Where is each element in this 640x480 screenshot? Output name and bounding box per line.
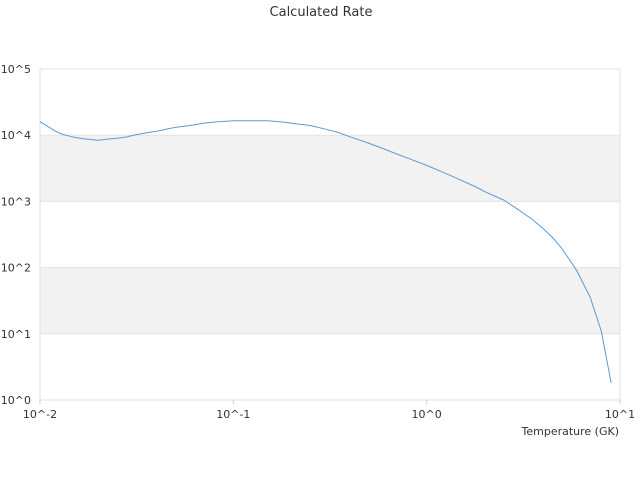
plot-area-border — [39, 68, 621, 401]
rate-series-line — [39, 120, 612, 384]
x-tick-label: 10^1 — [605, 408, 635, 421]
y-axis-ticks: 10^0 10^1 10^2 10^3 10^4 10^5 — [1, 63, 31, 407]
y-tick-label: 10^1 — [1, 328, 31, 341]
x-tick-label: 10^-1 — [216, 408, 250, 421]
y-tick-label: 10^3 — [1, 195, 31, 208]
x-tick-label: 10^0 — [412, 408, 442, 421]
chart-title: Calculated Rate — [270, 5, 373, 20]
grid-band — [40, 267, 620, 334]
y-tick-label: 10^4 — [1, 129, 31, 142]
x-axis-title: Temperature (GK) — [521, 425, 620, 438]
x-tick-label: 10^-2 — [23, 408, 57, 421]
y-tick-label: 10^2 — [1, 262, 31, 275]
grid-band — [40, 135, 620, 202]
series-group — [39, 120, 612, 384]
x-axis-ticks: 10^-2 10^-1 10^0 10^1 — [23, 400, 635, 421]
y-tick-label: 10^0 — [1, 394, 31, 407]
grid-bands — [40, 135, 620, 334]
y-tick-label: 10^5 — [1, 63, 31, 76]
gridlines — [40, 68, 620, 401]
